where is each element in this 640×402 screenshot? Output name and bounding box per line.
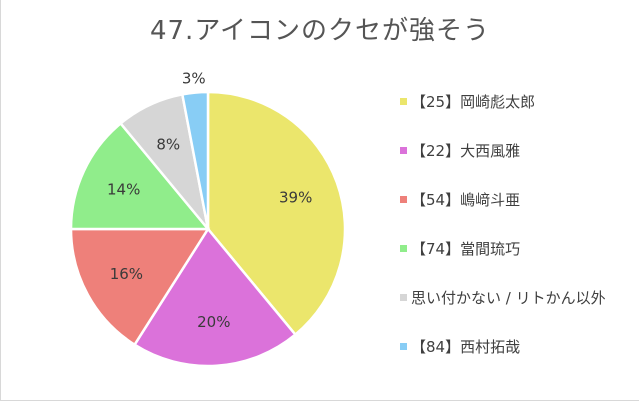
legend-label-4[interactable]: 思い付かない / リトかん以外: [411, 289, 606, 307]
slice-percent-label-5: 3%: [182, 70, 206, 88]
slice-percent-label-0: 39%: [279, 188, 312, 206]
legend-swatch-5: [400, 343, 407, 350]
legend-swatch-3: [400, 245, 407, 252]
slice-percent-label-3: 14%: [107, 180, 140, 198]
legend-label-3[interactable]: 【74】當間琉巧: [411, 240, 520, 258]
slice-percent-label-2: 16%: [110, 265, 143, 283]
slice-percent-label-4: 8%: [156, 136, 180, 154]
legend-swatch-0: [400, 98, 407, 105]
pie-slice-3[interactable]: [69, 121, 211, 231]
pie-slice-1[interactable]: [132, 226, 298, 368]
pie-slice-5[interactable]: [180, 90, 210, 230]
legend-swatch-2: [400, 196, 407, 203]
pie-slice-0[interactable]: [206, 90, 347, 337]
legend-swatch-1: [400, 147, 407, 154]
pie-slice-2[interactable]: [69, 227, 211, 347]
legend-label-1[interactable]: 【22】大西風雅: [411, 142, 520, 160]
legend-label-5[interactable]: 【84】西村拓哉: [411, 338, 520, 356]
chart-title: 47.アイコンのクセが強そう: [149, 16, 491, 46]
slice-percent-label-1: 20%: [197, 313, 230, 331]
legend-label-2[interactable]: 【54】嶋﨑斗亜: [411, 191, 520, 209]
legend-label-0[interactable]: 【25】岡崎彪太郎: [411, 93, 535, 111]
legend-swatch-4: [400, 294, 407, 301]
